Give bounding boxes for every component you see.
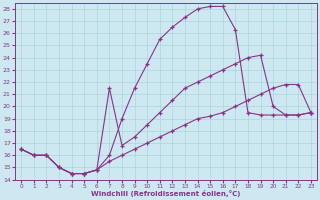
X-axis label: Windchill (Refroidissement éolien,°C): Windchill (Refroidissement éolien,°C) xyxy=(92,190,241,197)
